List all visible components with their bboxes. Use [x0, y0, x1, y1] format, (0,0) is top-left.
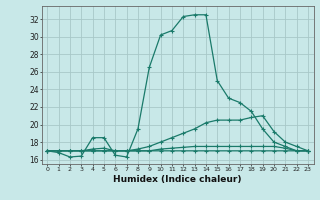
- X-axis label: Humidex (Indice chaleur): Humidex (Indice chaleur): [113, 175, 242, 184]
